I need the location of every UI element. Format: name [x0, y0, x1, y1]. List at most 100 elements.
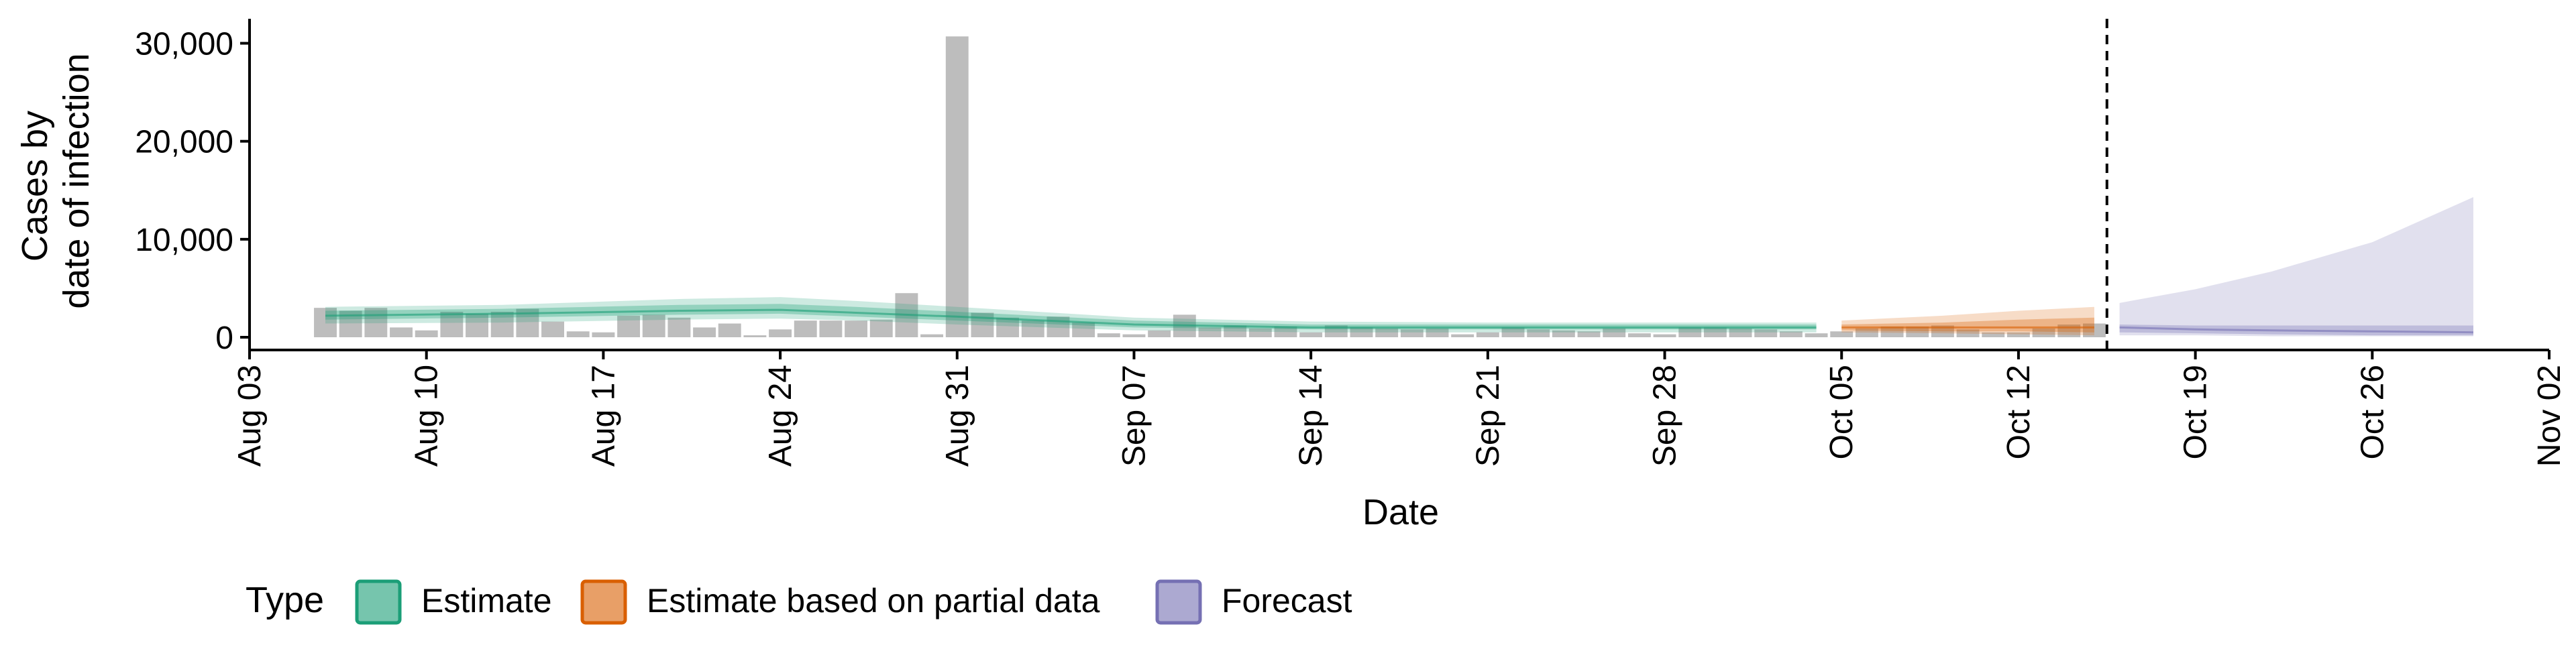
x-tick-label: Aug 24 [763, 365, 798, 467]
bar [1627, 333, 1651, 337]
bar [819, 320, 843, 337]
bar [642, 314, 665, 337]
bar [314, 308, 337, 337]
bar [920, 334, 944, 337]
legend-key [580, 579, 627, 625]
bar [1855, 328, 1878, 337]
x-tick-label: Aug 31 [940, 365, 975, 467]
ci-90-band [325, 297, 1817, 333]
bar [1830, 331, 1854, 337]
series-1 [325, 297, 1817, 333]
x-tick-label: Sep 21 [1470, 365, 1506, 467]
bar [1097, 333, 1120, 337]
bar [1552, 330, 1575, 337]
bar [1805, 333, 1828, 337]
x-tick-label: Oct 12 [2001, 365, 2037, 459]
x-tick-label: Aug 10 [409, 365, 445, 467]
y-axis-title-line-1: Cases by [15, 111, 55, 261]
bar [466, 313, 488, 337]
bar [1754, 329, 1778, 337]
bar [1906, 326, 1929, 337]
bar [1956, 329, 1980, 337]
x-tick-label: Sep 07 [1116, 365, 1152, 467]
x-tick-label: Sep 14 [1293, 365, 1329, 467]
bar [1703, 327, 1727, 337]
legend-label: Estimate based on partial data [647, 582, 1100, 620]
bar [2006, 332, 2030, 337]
y-tick-label: 30,000 [135, 27, 233, 62]
bar [1451, 334, 1474, 337]
x-tick-label: Oct 26 [2355, 365, 2390, 459]
bar [390, 327, 413, 337]
median-line [325, 308, 1817, 329]
x-tick-label: Aug 17 [586, 365, 621, 467]
bar [1148, 330, 1171, 337]
bar [1729, 328, 1752, 337]
legend-title: Type [246, 580, 324, 620]
series-2 [1841, 306, 2094, 336]
bar [794, 320, 817, 337]
bar [1603, 328, 1626, 337]
bar [769, 329, 792, 337]
y-tick-label: 0 [215, 320, 233, 356]
bar [1527, 329, 1550, 337]
bar [1122, 334, 1146, 337]
bar [1880, 326, 1904, 337]
bar [1072, 322, 1095, 337]
bar [743, 335, 767, 337]
bar [566, 331, 590, 337]
x-tick-label: Nov 02 [2532, 365, 2567, 467]
bar [2032, 328, 2055, 337]
legend-label: Forecast [1222, 582, 1352, 620]
bar [945, 36, 969, 338]
bar [1350, 327, 1373, 337]
bar [845, 320, 868, 337]
median-line [2119, 326, 2474, 334]
x-axis-title: Date [1362, 492, 1439, 532]
bar [667, 317, 691, 337]
series-3 [2119, 197, 2474, 337]
bar [718, 323, 741, 337]
y-axis-title-line-2: date of infection [56, 53, 97, 308]
bar [415, 330, 438, 337]
y-ticks: 0 10,000 20,000 30,000 [135, 27, 250, 356]
bar [1501, 327, 1525, 337]
bar [1982, 332, 2005, 337]
bar [1577, 331, 1601, 337]
bar [1653, 334, 1676, 337]
bars-layer [314, 36, 2106, 338]
ci-50-band [1841, 317, 2094, 333]
bar [1779, 331, 1803, 337]
bar [1198, 327, 1222, 337]
x-tick-label: Oct 05 [1824, 365, 1860, 459]
bar [440, 312, 464, 337]
bar [1678, 327, 1702, 337]
bar [1274, 326, 1297, 337]
y-tick-label: 20,000 [135, 125, 233, 160]
bar [1375, 328, 1399, 337]
bar [541, 321, 564, 337]
x-tick-label: Aug 03 [232, 365, 268, 467]
y-tick-label: 10,000 [135, 223, 233, 258]
bar [1400, 329, 1424, 337]
y-axis-title: Cases by date of infection [15, 53, 97, 308]
bar [592, 332, 615, 337]
bar [1476, 332, 1499, 337]
bar [869, 319, 893, 337]
bar [617, 315, 641, 337]
legend-key [355, 579, 402, 625]
x-tick-label: Oct 19 [2178, 365, 2214, 459]
bar [693, 327, 716, 337]
bar [1021, 320, 1044, 337]
bar [1426, 328, 1449, 337]
legend-label: Estimate [421, 582, 552, 620]
legend: Type Estimate Estimate based on partial d… [246, 579, 1352, 625]
bar [364, 308, 388, 337]
ci-90-band [2119, 197, 2473, 337]
bar [1248, 328, 1272, 337]
bar [1299, 332, 1323, 337]
x-tick-label: Sep 28 [1648, 365, 1683, 467]
bar [996, 317, 1020, 337]
bar [1224, 325, 1247, 337]
